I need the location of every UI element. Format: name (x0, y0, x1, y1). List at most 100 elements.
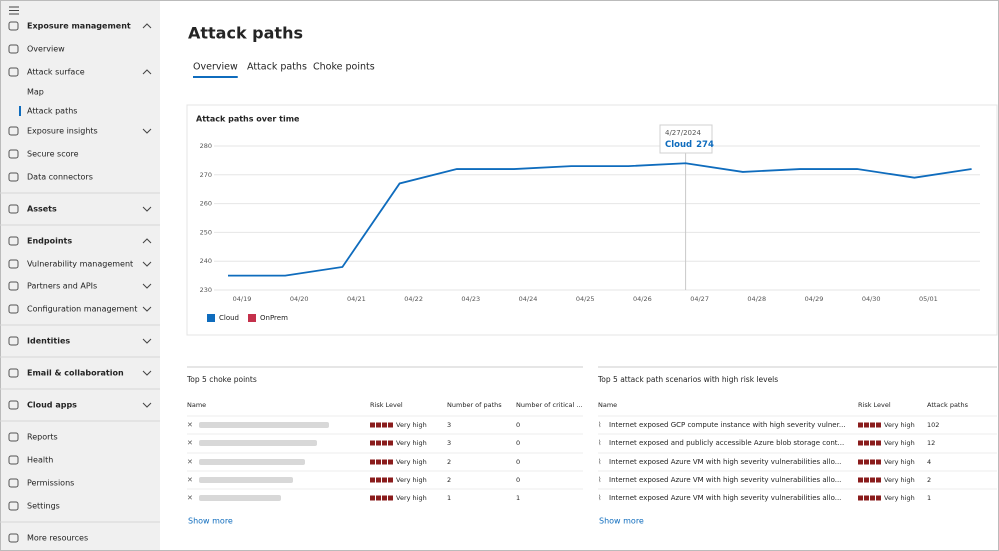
tab-underline (193, 76, 238, 78)
cell: 2 (447, 458, 451, 466)
chevron[interactable] (142, 23, 152, 29)
table-title: Top 5 attack path scenarios with high ri… (597, 375, 778, 384)
chevron[interactable] (142, 238, 152, 244)
blurred-name (199, 440, 317, 446)
nav-item[interactable]: Configuration management (27, 305, 137, 314)
risk-icon (370, 459, 375, 465)
column-header: Attack paths (927, 401, 969, 409)
tab[interactable]: Overview (193, 62, 238, 73)
nav-item[interactable]: More resources (27, 534, 88, 543)
row-icon: ✕ (187, 458, 193, 466)
row-name[interactable]: Internet exposed and publicly accessible… (609, 439, 844, 447)
chevron[interactable] (142, 370, 152, 376)
x-tick-label: 04/30 (862, 295, 881, 303)
column-header: Risk Level (858, 401, 891, 409)
chevron[interactable] (142, 206, 152, 212)
risk-icon (876, 440, 881, 446)
nav-item[interactable]: Identities (27, 337, 70, 346)
nav-item[interactable]: Email & collaboration (27, 369, 124, 378)
cell: Very high (396, 494, 427, 502)
nav-item[interactable]: Secure score (27, 150, 79, 159)
nav-icon (8, 236, 19, 246)
show-more[interactable]: Show more (188, 517, 233, 526)
chevron[interactable] (142, 402, 152, 408)
risk-icon (388, 440, 393, 446)
risk-icon (382, 422, 387, 428)
chart-title: Attack paths over time (196, 115, 300, 124)
risk-icon (876, 422, 881, 428)
y-tick-label: 240 (200, 257, 212, 265)
nav-item[interactable]: Endpoints (27, 237, 72, 246)
column-header: Risk Level (370, 401, 403, 409)
tab[interactable]: Attack paths (247, 62, 307, 73)
cell: Very high (884, 421, 915, 429)
cell: Very high (396, 476, 427, 484)
risk-icon (376, 440, 381, 446)
risk-icon (376, 422, 381, 428)
chevron[interactable] (142, 306, 152, 312)
cell: Very high (396, 458, 427, 466)
nav-icon (8, 336, 19, 346)
tab[interactable]: Choke points (313, 62, 375, 73)
cell: 4 (927, 458, 931, 466)
row-name[interactable]: Internet exposed GCP compute instance wi… (609, 421, 846, 429)
row-icon: ⌇ (598, 421, 601, 429)
risk-icon (370, 422, 375, 428)
x-tick-label: 04/26 (633, 295, 652, 303)
cell: Very high (884, 476, 915, 484)
blurred-name (199, 459, 305, 465)
nav-item[interactable]: Reports (27, 433, 58, 442)
nav-item[interactable]: Map (27, 88, 44, 97)
cell: 0 (516, 439, 520, 447)
nav-item[interactable]: Attack paths (27, 107, 77, 116)
x-tick-label: 04/24 (519, 295, 538, 303)
nav-item[interactable]: Cloud apps (27, 401, 77, 410)
nav-icon (8, 281, 19, 291)
row-icon: ⌇ (598, 439, 601, 447)
menu-icon[interactable] (9, 6, 19, 15)
chevron[interactable] (142, 261, 152, 267)
risk-icon (876, 495, 881, 501)
cell: Very high (396, 421, 427, 429)
blurred-name (199, 495, 281, 501)
nav-icon (8, 455, 19, 465)
nav-item[interactable]: Exposure management (27, 22, 131, 31)
row-name[interactable]: Internet exposed Azure VM with high seve… (609, 494, 841, 502)
chevron[interactable] (142, 283, 152, 289)
risk-icon (870, 495, 875, 501)
row-name[interactable]: Internet exposed Azure VM with high seve… (609, 458, 841, 466)
cell: Very high (884, 494, 915, 502)
row-icon: ✕ (187, 476, 193, 484)
chevron[interactable] (142, 128, 152, 134)
nav-item[interactable]: Attack surface (27, 68, 85, 77)
chevron[interactable] (142, 338, 152, 344)
nav-icon (8, 368, 19, 378)
nav-item[interactable]: Permissions (27, 479, 74, 488)
nav-item[interactable]: Health (27, 456, 53, 465)
cell: 1 (516, 494, 520, 502)
y-tick-label: 260 (200, 200, 212, 208)
nav-item[interactable]: Exposure insights (27, 127, 98, 136)
nav-item[interactable]: Data connectors (27, 173, 93, 182)
row-name[interactable]: Internet exposed Azure VM with high seve… (609, 476, 841, 484)
risk-icon (876, 459, 881, 465)
nav-item[interactable]: Vulnerability management (27, 260, 133, 269)
chevron[interactable] (142, 69, 152, 75)
x-tick-label: 04/23 (461, 295, 480, 303)
x-tick-label: 04/22 (404, 295, 423, 303)
nav-selected (19, 106, 21, 116)
nav-item[interactable]: Settings (27, 502, 60, 511)
nav-icon (8, 44, 19, 54)
nav-item[interactable]: Partners and APIs (27, 282, 97, 291)
show-more[interactable]: Show more (599, 517, 644, 526)
nav-item[interactable]: Assets (27, 205, 57, 214)
tooltip-number: 274 (696, 140, 714, 150)
sidebar (0, 0, 160, 551)
nav-item[interactable]: Overview (27, 45, 65, 54)
risk-icon (370, 495, 375, 501)
cell: Very high (396, 439, 427, 447)
cell: 2 (927, 476, 931, 484)
risk-icon (858, 440, 863, 446)
